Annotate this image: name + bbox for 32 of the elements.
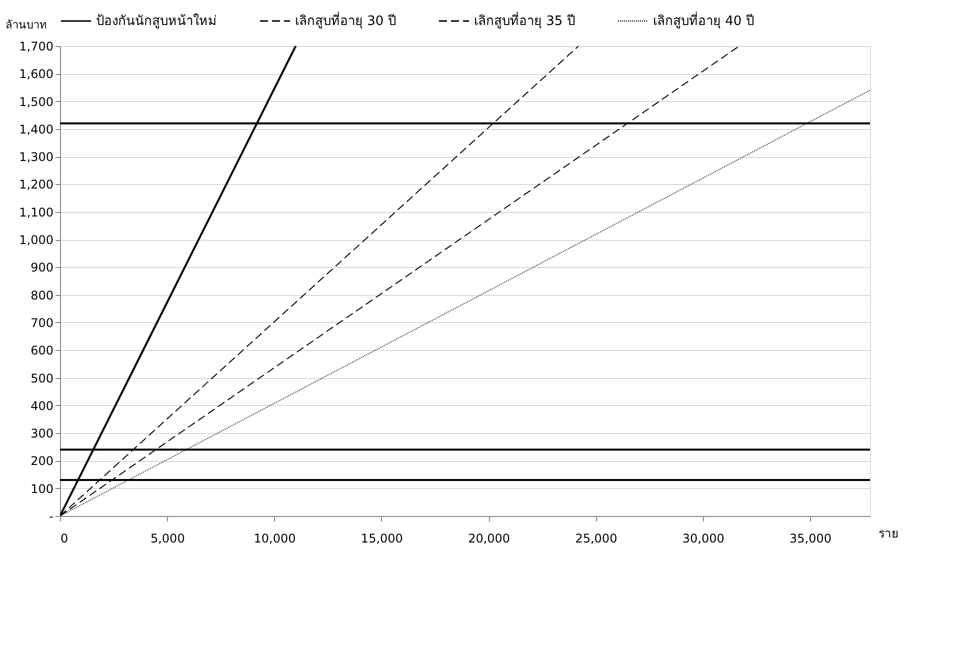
y-tick-label: 1,300	[19, 150, 54, 164]
x-tick-label: 20,000	[468, 532, 510, 546]
y-tick-label: 900	[30, 260, 54, 275]
y-tick-label: 1,700	[19, 40, 54, 54]
y-tick-label: 100	[30, 482, 54, 496]
legend-label: เลิกสูบที่อายุ 30 ปี	[295, 12, 396, 29]
y-tick-label: 200	[30, 454, 54, 468]
x-tick-label: 35,000	[790, 532, 832, 546]
legend-label: ป้องกันนักสูบหน้าใหม่	[96, 13, 217, 29]
y-tick-label: 500	[30, 371, 54, 386]
y-tick-label: 300	[30, 426, 54, 441]
legend-label: เลิกสูบที่อายุ 35 ปี	[474, 12, 575, 29]
y-tick-label: 1,400	[19, 122, 54, 136]
y-tick-label: 1,600	[19, 67, 54, 82]
x-tick-label: 10,000	[254, 532, 296, 546]
y-tick-label: 1,000	[19, 233, 54, 248]
x-axis-title: ราย	[878, 526, 898, 540]
x-tick-label: 5,000	[150, 532, 185, 546]
y-tick-label: 1,100	[19, 205, 54, 220]
x-tick-label: 0	[60, 532, 68, 546]
y-tick-label: 600	[30, 344, 54, 358]
x-tick-label: 15,000	[360, 532, 403, 546]
y-tick-label: 800	[30, 288, 54, 302]
x-tick-label: 30,000	[682, 532, 724, 546]
y-tick-label: 1,200	[19, 178, 54, 192]
y-tick-label: 1,500	[19, 94, 54, 109]
legend-label: เลิกสูบที่อายุ 40 ปี	[653, 12, 754, 29]
y-axis-title: ล้านบาท	[6, 18, 46, 32]
x-tick-label: 25,000	[575, 532, 618, 546]
y-tick-label: -	[49, 510, 54, 524]
y-tick-label: 400	[30, 398, 54, 413]
y-tick-label: 700	[30, 316, 54, 330]
